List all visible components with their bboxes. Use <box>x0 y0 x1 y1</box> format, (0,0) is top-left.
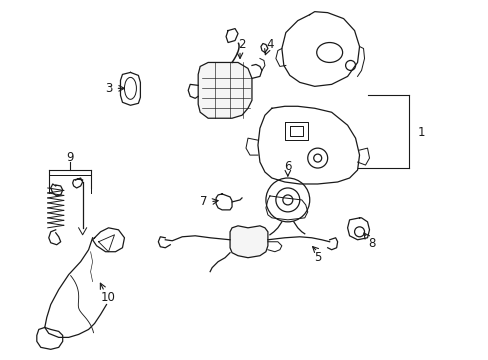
Text: 8: 8 <box>367 237 374 250</box>
Text: 10: 10 <box>101 291 116 304</box>
Text: 2: 2 <box>238 38 245 51</box>
Polygon shape <box>229 226 267 258</box>
Text: 4: 4 <box>265 38 273 51</box>
Text: 1: 1 <box>416 126 424 139</box>
Polygon shape <box>198 62 251 118</box>
Text: 7: 7 <box>200 195 207 208</box>
Text: 6: 6 <box>284 159 291 172</box>
Text: 3: 3 <box>104 82 112 95</box>
Text: 9: 9 <box>66 150 73 163</box>
Text: 5: 5 <box>313 251 321 264</box>
